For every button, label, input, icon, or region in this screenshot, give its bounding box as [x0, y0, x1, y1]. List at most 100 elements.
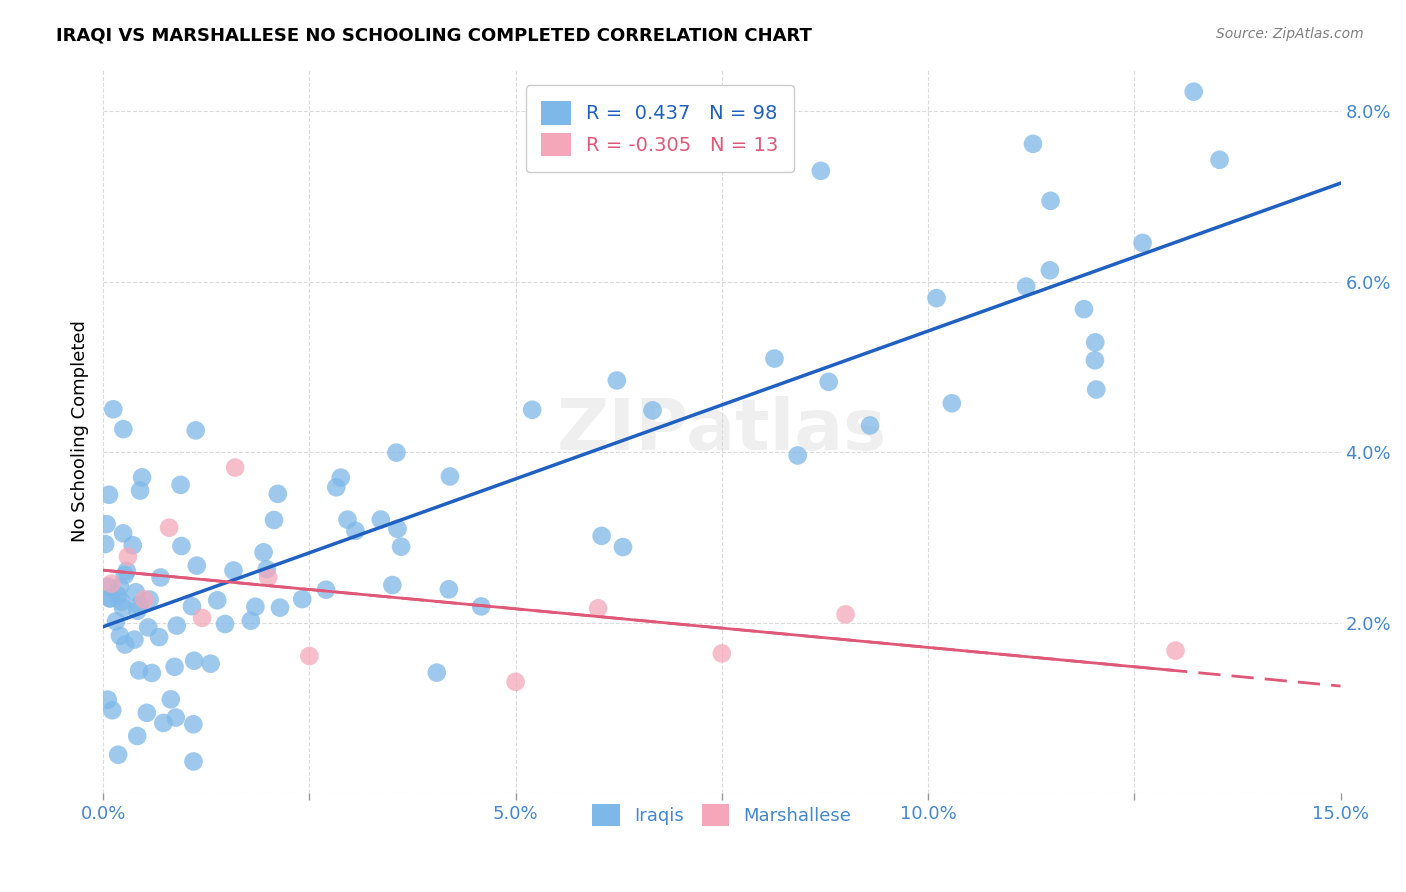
- Iraqis: [127, 604, 149, 618]
- Iraqis: [183, 654, 205, 668]
- Iraqis: [181, 717, 204, 731]
- Marshallese: [100, 576, 122, 591]
- Iraqis: [169, 478, 191, 492]
- Iraqis: [612, 540, 634, 554]
- Iraqis: [1132, 235, 1154, 250]
- Marshallese: [224, 460, 246, 475]
- Iraqis: [98, 591, 121, 606]
- Marshallese: [157, 521, 180, 535]
- Iraqis: [96, 517, 118, 532]
- Iraqis: [170, 539, 193, 553]
- Iraqis: [437, 582, 460, 597]
- Iraqis: [1022, 136, 1045, 151]
- Y-axis label: No Schooling Completed: No Schooling Completed: [72, 320, 89, 541]
- Iraqis: [385, 445, 408, 459]
- Iraqis: [128, 664, 150, 678]
- Iraqis: [114, 638, 136, 652]
- Iraqis: [439, 469, 461, 483]
- Iraqis: [98, 488, 121, 502]
- Iraqis: [97, 692, 120, 706]
- Iraqis: [97, 580, 120, 594]
- Text: ZIPatlas: ZIPatlas: [557, 396, 887, 466]
- Iraqis: [101, 703, 124, 717]
- Iraqis: [148, 630, 170, 644]
- Iraqis: [641, 403, 664, 417]
- Iraqis: [183, 755, 205, 769]
- Iraqis: [267, 487, 290, 501]
- Iraqis: [115, 564, 138, 578]
- Iraqis: [1182, 85, 1205, 99]
- Marshallese: [134, 592, 156, 607]
- Iraqis: [344, 524, 367, 538]
- Marshallese: [710, 647, 733, 661]
- Iraqis: [108, 629, 131, 643]
- Iraqis: [149, 570, 172, 584]
- Iraqis: [1084, 335, 1107, 350]
- Iraqis: [817, 375, 839, 389]
- Iraqis: [108, 580, 131, 594]
- Iraqis: [387, 522, 409, 536]
- Marshallese: [505, 674, 527, 689]
- Iraqis: [214, 617, 236, 632]
- Iraqis: [127, 729, 149, 743]
- Iraqis: [239, 614, 262, 628]
- Iraqis: [1208, 153, 1230, 167]
- Iraqis: [1085, 383, 1108, 397]
- Iraqis: [136, 620, 159, 634]
- Iraqis: [105, 615, 128, 629]
- Iraqis: [200, 657, 222, 671]
- Marshallese: [834, 607, 856, 622]
- Iraqis: [389, 540, 412, 554]
- Iraqis: [1039, 194, 1062, 208]
- Legend: Iraqis, Marshallese: Iraqis, Marshallese: [583, 795, 860, 835]
- Iraqis: [165, 710, 187, 724]
- Iraqis: [381, 578, 404, 592]
- Iraqis: [181, 599, 204, 614]
- Iraqis: [112, 422, 135, 436]
- Iraqis: [925, 291, 948, 305]
- Iraqis: [152, 715, 174, 730]
- Text: Source: ZipAtlas.com: Source: ZipAtlas.com: [1216, 27, 1364, 41]
- Iraqis: [315, 582, 337, 597]
- Iraqis: [336, 513, 359, 527]
- Iraqis: [125, 585, 148, 599]
- Iraqis: [121, 538, 143, 552]
- Iraqis: [591, 529, 613, 543]
- Iraqis: [114, 568, 136, 582]
- Iraqis: [128, 599, 150, 613]
- Iraqis: [163, 660, 186, 674]
- Iraqis: [941, 396, 963, 410]
- Marshallese: [298, 648, 321, 663]
- Iraqis: [252, 545, 274, 559]
- Iraqis: [520, 402, 543, 417]
- Iraqis: [291, 592, 314, 607]
- Iraqis: [141, 665, 163, 680]
- Iraqis: [810, 164, 832, 178]
- Iraqis: [256, 562, 278, 576]
- Iraqis: [370, 512, 392, 526]
- Iraqis: [763, 351, 786, 366]
- Iraqis: [111, 594, 134, 608]
- Iraqis: [329, 470, 352, 484]
- Iraqis: [245, 599, 267, 614]
- Iraqis: [470, 599, 492, 614]
- Iraqis: [111, 600, 134, 615]
- Iraqis: [135, 706, 157, 720]
- Iraqis: [1084, 353, 1107, 368]
- Iraqis: [207, 593, 229, 607]
- Iraqis: [131, 470, 153, 484]
- Iraqis: [112, 526, 135, 541]
- Iraqis: [263, 513, 285, 527]
- Iraqis: [325, 480, 347, 494]
- Marshallese: [257, 570, 280, 584]
- Iraqis: [222, 564, 245, 578]
- Iraqis: [1015, 279, 1038, 293]
- Iraqis: [124, 632, 146, 647]
- Iraqis: [100, 591, 122, 605]
- Iraqis: [107, 747, 129, 762]
- Iraqis: [1073, 302, 1095, 317]
- Iraqis: [159, 692, 181, 706]
- Marshallese: [117, 549, 139, 564]
- Iraqis: [94, 537, 117, 551]
- Marshallese: [1164, 643, 1187, 657]
